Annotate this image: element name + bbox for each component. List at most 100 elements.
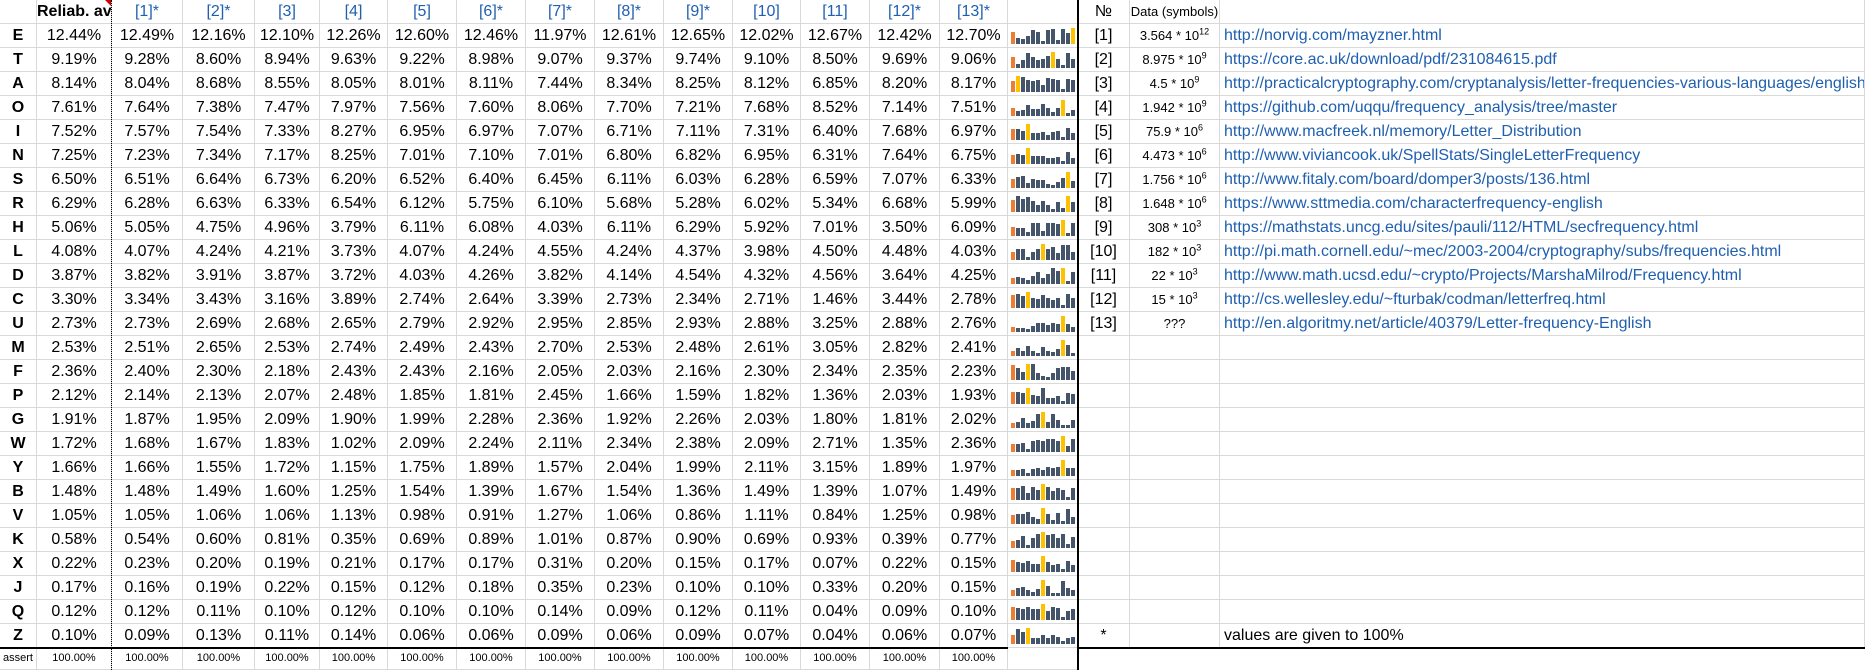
row-value[interactable]: 0.10% (664, 576, 733, 600)
source-link[interactable]: http://www.viviancook.uk/SpellStats/Sing… (1220, 144, 1865, 168)
row-value[interactable]: 1.81% (870, 408, 940, 432)
row-value[interactable]: 1.39% (457, 480, 526, 504)
source-number[interactable]: [3] (1078, 72, 1130, 96)
row-avg[interactable]: 2.73% (37, 312, 112, 336)
row-value[interactable]: 0.14% (526, 600, 595, 624)
row-value[interactable]: 9.37% (595, 48, 664, 72)
row-value[interactable]: 4.54% (664, 264, 733, 288)
row-value[interactable]: 6.10% (526, 192, 595, 216)
row-value[interactable]: 2.34% (595, 432, 664, 456)
row-value[interactable]: 7.33% (255, 120, 320, 144)
row-value[interactable]: 2.53% (255, 336, 320, 360)
assert-empty[interactable] (1008, 648, 1078, 670)
row-value[interactable]: 8.20% (870, 72, 940, 96)
row-letter[interactable]: A (0, 72, 37, 96)
row-value[interactable]: 1.49% (183, 480, 255, 504)
row-value[interactable]: 9.07% (526, 48, 595, 72)
empty-cell[interactable] (1220, 408, 1865, 432)
row-value[interactable]: 7.23% (112, 144, 183, 168)
row-value[interactable]: 2.70% (526, 336, 595, 360)
row-value[interactable]: 1.06% (183, 504, 255, 528)
row-value[interactable]: 2.73% (112, 312, 183, 336)
row-value[interactable]: 6.02% (733, 192, 801, 216)
header-url-cell[interactable] (1220, 0, 1865, 24)
row-value[interactable]: 0.87% (595, 528, 664, 552)
header-source-5[interactable]: [5] (388, 0, 457, 24)
row-value[interactable]: 0.12% (664, 600, 733, 624)
row-value[interactable]: 2.48% (320, 384, 388, 408)
row-value[interactable]: 0.31% (526, 552, 595, 576)
row-value[interactable]: 8.06% (526, 96, 595, 120)
row-value[interactable]: 0.10% (388, 600, 457, 624)
assert-value[interactable]: 100.00% (870, 648, 940, 670)
empty-cell[interactable] (1220, 480, 1865, 504)
row-value[interactable]: 12.16% (183, 24, 255, 48)
source-data-size[interactable]: 75.9 * 106 (1130, 120, 1220, 144)
row-value[interactable]: 4.07% (388, 240, 457, 264)
row-value[interactable]: 6.85% (801, 72, 870, 96)
header-source-6[interactable]: [6]* (457, 0, 526, 24)
row-letter[interactable]: L (0, 240, 37, 264)
assert-value[interactable]: 100.00% (733, 648, 801, 670)
row-value[interactable]: 0.69% (733, 528, 801, 552)
row-value[interactable]: 2.02% (940, 408, 1008, 432)
row-value[interactable]: 2.49% (388, 336, 457, 360)
row-value[interactable]: 2.78% (940, 288, 1008, 312)
row-value[interactable]: 7.54% (183, 120, 255, 144)
row-value[interactable]: 1.13% (320, 504, 388, 528)
empty-cell[interactable] (1078, 360, 1130, 384)
empty-cell[interactable] (1078, 432, 1130, 456)
row-value[interactable]: 7.31% (733, 120, 801, 144)
row-value[interactable]: 1.06% (255, 504, 320, 528)
source-link[interactable]: http://www.macfreek.nl/memory/Letter_Dis… (1220, 120, 1865, 144)
row-value[interactable]: 0.16% (112, 576, 183, 600)
row-value[interactable]: 1.66% (112, 456, 183, 480)
row-value[interactable]: 7.38% (183, 96, 255, 120)
row-value[interactable]: 3.50% (870, 216, 940, 240)
empty-cell[interactable] (1130, 408, 1220, 432)
row-value[interactable]: 2.88% (870, 312, 940, 336)
row-value[interactable]: 0.39% (870, 528, 940, 552)
row-value[interactable]: 1.54% (388, 480, 457, 504)
row-value[interactable]: 9.63% (320, 48, 388, 72)
row-value[interactable]: 4.24% (595, 240, 664, 264)
row-value[interactable]: 4.24% (183, 240, 255, 264)
row-value[interactable]: 8.04% (112, 72, 183, 96)
row-value[interactable]: 0.98% (940, 504, 1008, 528)
row-value[interactable]: 2.68% (255, 312, 320, 336)
row-avg[interactable]: 2.12% (37, 384, 112, 408)
row-avg[interactable]: 7.61% (37, 96, 112, 120)
source-link[interactable]: http://cs.wellesley.edu/~fturbak/codman/… (1220, 288, 1865, 312)
row-value[interactable]: 7.11% (664, 120, 733, 144)
row-value[interactable]: 0.11% (733, 600, 801, 624)
row-value[interactable]: 6.68% (870, 192, 940, 216)
assert-value[interactable]: 100.00% (457, 648, 526, 670)
row-value[interactable]: 2.16% (664, 360, 733, 384)
row-value[interactable]: 0.54% (112, 528, 183, 552)
row-value[interactable]: 2.82% (870, 336, 940, 360)
row-letter[interactable]: D (0, 264, 37, 288)
row-value[interactable]: 7.07% (526, 120, 595, 144)
row-value[interactable]: 8.27% (320, 120, 388, 144)
row-value[interactable]: 8.98% (457, 48, 526, 72)
row-value[interactable]: 7.10% (457, 144, 526, 168)
row-value[interactable]: 2.73% (595, 288, 664, 312)
row-value[interactable]: 2.03% (870, 384, 940, 408)
row-value[interactable]: 6.45% (526, 168, 595, 192)
row-value[interactable]: 2.09% (388, 432, 457, 456)
empty-cell[interactable] (1078, 504, 1130, 528)
assert-value[interactable]: 100.00% (320, 648, 388, 670)
row-letter[interactable]: I (0, 120, 37, 144)
source-data-size[interactable]: 1.942 * 109 (1130, 96, 1220, 120)
assert-value[interactable]: 100.00% (595, 648, 664, 670)
row-value[interactable]: 12.61% (595, 24, 664, 48)
row-value[interactable]: 0.06% (870, 624, 940, 648)
row-value[interactable]: 1.93% (940, 384, 1008, 408)
row-value[interactable]: 9.06% (940, 48, 1008, 72)
row-value[interactable]: 6.40% (801, 120, 870, 144)
row-value[interactable]: 0.11% (183, 600, 255, 624)
row-value[interactable]: 7.14% (870, 96, 940, 120)
source-link[interactable]: http://norvig.com/mayzner.html (1220, 24, 1865, 48)
row-value[interactable]: 1.57% (526, 456, 595, 480)
row-value[interactable]: 4.03% (940, 240, 1008, 264)
